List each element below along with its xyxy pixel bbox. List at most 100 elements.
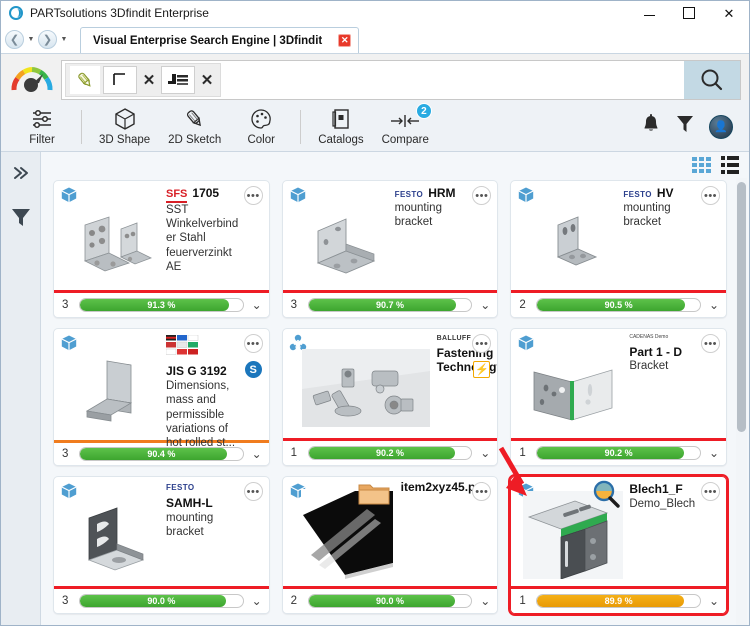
funnel-icon[interactable] [675,113,695,140]
back-arrow-icon[interactable]: ❮ [5,29,24,49]
card-footer: 3 90.7 % ⌄ [282,293,498,317]
card-menu-icon[interactable]: ••• [472,334,492,353]
search-ribbon: ✕ ✕ [1,53,749,100]
card-meta: SFS 1705 SST Winkelverbinder Stahl feuer… [160,185,265,290]
cube-icon [114,106,136,132]
card-expand-icon[interactable]: ⌄ [708,298,720,312]
card-brandline: FESTO HRM [394,186,468,201]
result-card-blech1-f[interactable]: Blech1_F Demo_Blech ••• 1 89.9 % ⌄ [508,474,729,616]
match-score-bar: 90.0 % [307,594,473,608]
result-card-item2xyz45[interactable]: item2xyz45.prj ••• [281,476,499,614]
main-toolbar: Filter 3D Shape [1,100,749,151]
card-expand-icon[interactable]: ⌄ [708,446,720,460]
title-bar: PARTsolutions 3Dfindit Enterprise ✕ [1,1,749,25]
card-expand-icon[interactable]: ⌄ [251,594,262,608]
card-expand-icon[interactable]: ⌄ [480,446,491,460]
result-card-part-1-d[interactable]: CADENAS Demo Part 1 - D Bracket ••• 1 90… [510,328,727,466]
card-menu-icon[interactable]: ••• [701,186,720,205]
forward-dropdown-icon[interactable]: ▼ [60,35,68,43]
result-card-festo-hv[interactable]: FESTO HV mounting bracket ••• 2 90.5 % [510,180,727,318]
quick-action-badge[interactable]: ⚡ [473,361,491,378]
card-menu-icon[interactable]: ••• [243,186,263,205]
toolbar-item-color[interactable]: Color [230,104,292,149]
card-expand-icon[interactable]: ⌄ [480,298,491,312]
card-brandline: BALLUFF Fastening Technology [437,335,498,375]
card-title: HV [656,186,674,200]
card-expand-icon[interactable]: ⌄ [708,594,720,608]
card-variant-count: 2 [290,595,298,607]
card-expand-icon[interactable]: ⌄ [480,594,491,608]
card-footer: 2 90.5 % ⌄ [511,293,726,317]
clear-sketch-icon[interactable]: ✕ [142,71,156,89]
close-button[interactable]: ✕ [723,5,735,21]
card-expand-icon[interactable]: ⌄ [251,298,262,312]
card-title: Part 1 - D [629,344,683,359]
brand-logo-festo: FESTO [394,190,424,199]
toolbar-item-2d-sketch[interactable]: 2D Sketch [159,104,230,149]
card-description: mounting bracket [623,201,671,229]
card-footer: 2 90.0 % ⌄ [282,589,498,613]
card-description: SST Winkelverbinder Stahl feuerverzinkt … [166,203,239,274]
match-score-bar: 90.4 % [79,447,244,462]
catalog-book-icon [330,106,352,132]
toolbar-item-compare[interactable]: 2 Compare [373,103,438,149]
bell-icon[interactable] [641,113,661,140]
grid-view-icon[interactable] [692,157,711,173]
card-top: item2xyz45.prj ••• [283,477,498,586]
toolbar-item-3d-shape[interactable]: 3D Shape [90,104,159,149]
scrollbar-thumb[interactable] [737,182,746,432]
forward-arrow-icon[interactable]: ❯ [38,29,57,49]
card-menu-icon[interactable]: ••• [472,482,492,501]
tab-label: Visual Enterprise Search Engine | 3Dfind… [93,34,323,47]
tab-strip: ❮ ▼ ❯ ▼ Visual Enterprise Search Engine … [1,25,749,53]
brand-logo-sfs: SFS [166,188,188,203]
window-title: PARTsolutions 3Dfindit Enterprise [30,6,209,20]
back-dropdown-icon[interactable]: ▼ [27,35,35,43]
toolbar-item-filter[interactable]: Filter [11,104,73,149]
result-card-jis-g-3192[interactable]: JIS G 3192 Dimensions, mass and permissi… [53,328,270,466]
match-score-label: 90.0 % [375,596,404,606]
card-menu-icon[interactable]: ••• [243,334,263,353]
tab-close-icon[interactable]: ✕ [338,34,352,47]
user-avatar-icon[interactable]: 👤 [709,114,733,139]
card-accent-bar [511,290,726,293]
minimize-button[interactable] [629,1,669,25]
search-box[interactable]: ✕ ✕ [61,60,741,100]
card-expand-icon[interactable]: ⌄ [251,447,262,462]
rainbow-gauge-logo-icon [9,63,55,97]
list-view-icon[interactable] [721,156,739,174]
l-bracket-sketch-thumbnail[interactable] [103,66,137,94]
card-menu-icon[interactable]: ••• [701,482,720,501]
vertical-scrollbar[interactable] [736,178,747,625]
card-variant-count: 3 [290,299,298,311]
card-brandline: item2xyz45.prj [401,480,484,495]
sketch-pencil-icon[interactable] [70,66,100,94]
card-menu-icon[interactable]: ••• [243,482,263,501]
search-chips: ✕ ✕ [65,63,221,97]
match-score-label: 90.5 % [604,300,633,310]
result-card-festo-hrm[interactable]: FESTO HRM mounting bracket ••• 3 90.7 % [281,180,499,318]
card-description: Bracket [629,360,669,373]
cube-icon [60,482,78,500]
clear-model-icon[interactable]: ✕ [200,71,214,89]
compare-badge-count: 2 [415,103,432,119]
rail-filter-icon[interactable] [7,204,35,230]
result-card-festo-samh-l[interactable]: FESTO SAMH-L mounting bracket ••• 3 90.0… [53,476,270,614]
card-brandline: JIS G 3192 [165,334,239,379]
toolbar-item-catalogs[interactable]: Catalogs [309,104,372,149]
match-score-bar: 90.0 % [79,594,244,608]
card-menu-icon[interactable]: ••• [472,186,492,205]
angle-bracket-pair-photo [76,197,160,290]
standard-badge[interactable]: S [244,361,262,378]
result-card-balluff-fastening-technology[interactable]: BALLUFF Fastening Technology ••• ⚡ 1 [281,328,499,466]
tab-visual-enterprise-search-engine[interactable]: Visual Enterprise Search Engine | 3Dfind… [80,27,360,53]
card-brandline: CADENAS Demo Part 1 - D [629,334,696,359]
expand-panel-icon[interactable] [7,160,35,186]
result-card-sfs-1705[interactable]: SFS 1705 SST Winkelverbinder Stahl feuer… [53,180,270,318]
search-button[interactable] [684,61,740,99]
search-input[interactable] [221,62,684,98]
maximize-button[interactable] [669,1,709,25]
3d-model-thumbnail[interactable] [161,66,195,94]
card-menu-icon[interactable]: ••• [701,334,720,353]
left-rail [1,152,41,625]
